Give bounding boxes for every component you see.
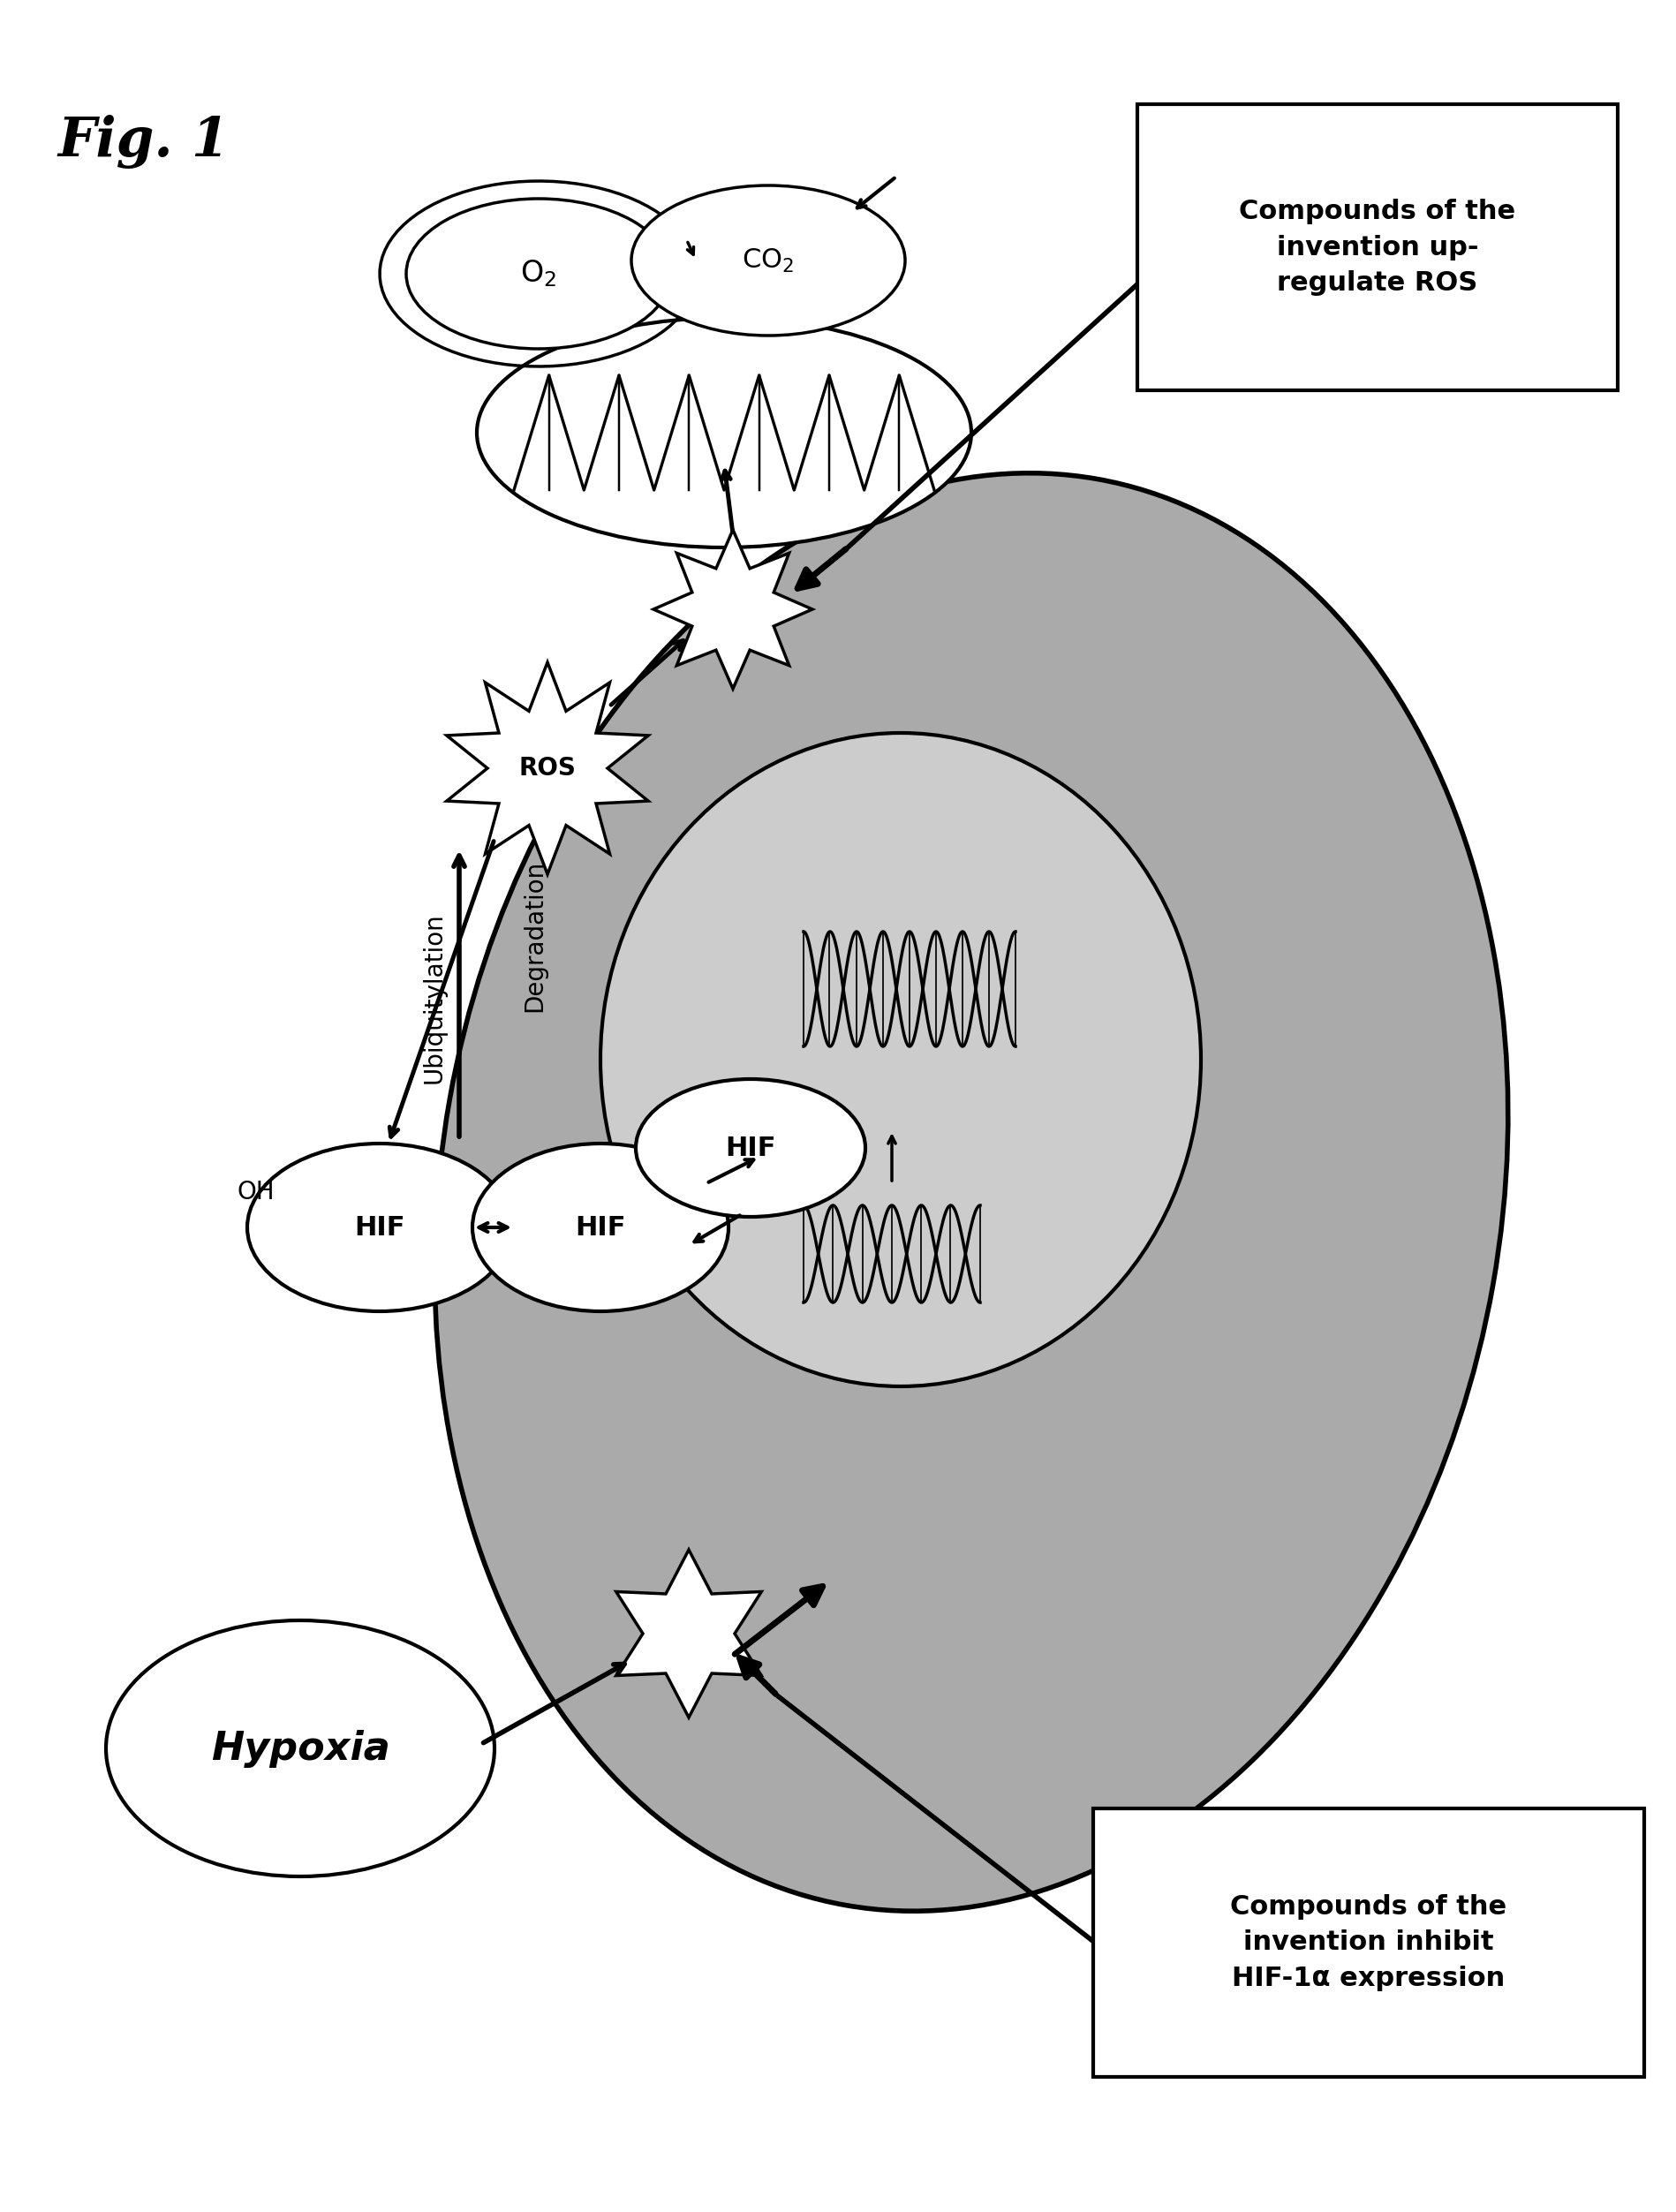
Polygon shape (447, 661, 649, 874)
Ellipse shape (473, 1144, 729, 1312)
Text: Degradation: Degradation (521, 860, 546, 1013)
Text: Compounds of the
invention up-
regulate ROS: Compounds of the invention up- regulate … (1239, 199, 1515, 296)
Polygon shape (654, 531, 813, 688)
Text: Hypoxia: Hypoxia (211, 1730, 391, 1767)
Text: CO$_2$: CO$_2$ (742, 248, 794, 274)
Text: HIF: HIF (575, 1214, 625, 1241)
FancyBboxPatch shape (1138, 104, 1617, 389)
Ellipse shape (248, 1144, 513, 1312)
Text: Ubiquitylation: Ubiquitylation (422, 911, 447, 1084)
Text: HIF: HIF (726, 1135, 776, 1161)
Ellipse shape (406, 199, 670, 349)
Ellipse shape (106, 1621, 494, 1876)
Ellipse shape (635, 1079, 865, 1217)
Text: ROS: ROS (520, 757, 577, 781)
Polygon shape (617, 1551, 761, 1717)
Text: Compounds of the
invention inhibit
HIF-1α expression: Compounds of the invention inhibit HIF-1… (1230, 1893, 1507, 1991)
FancyBboxPatch shape (1093, 1809, 1644, 2077)
Ellipse shape (478, 319, 972, 549)
Ellipse shape (434, 473, 1508, 1911)
Text: Fig. 1: Fig. 1 (57, 115, 230, 168)
Ellipse shape (632, 186, 905, 336)
Text: HIF: HIF (354, 1214, 406, 1241)
Text: O$_2$: O$_2$ (521, 259, 556, 290)
Text: OH: OH (238, 1179, 275, 1206)
Ellipse shape (600, 732, 1202, 1387)
